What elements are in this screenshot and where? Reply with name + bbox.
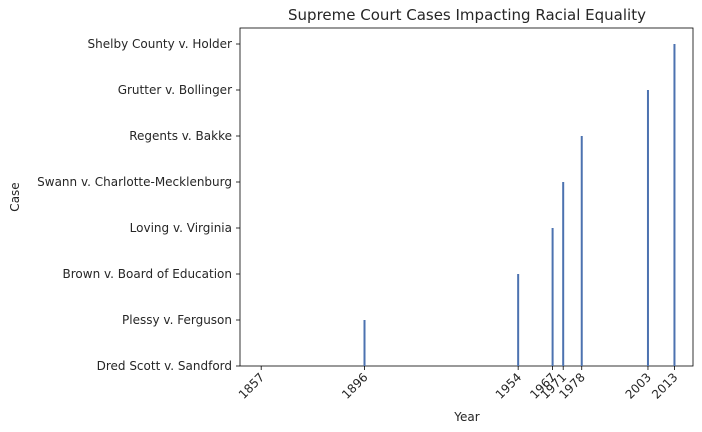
x-tick-label: 1954	[493, 370, 524, 401]
plot-area: Dred Scott v. Sandford Plessy v. Ferguson…	[37, 27, 694, 402]
y-tick-label: Dred Scott v. Sandford	[97, 359, 232, 373]
y-tick-label: Swann v. Charlotte-Mecklenburg	[37, 175, 232, 189]
y-tick-label: Plessy v. Ferguson	[122, 313, 232, 327]
bar	[673, 44, 676, 366]
y-tick-label: Shelby County v. Holder	[88, 37, 233, 51]
axes-frame	[239, 27, 694, 367]
x-axis-label: Year	[453, 410, 479, 424]
bar	[363, 320, 366, 366]
bar	[646, 90, 649, 366]
y-tick-label: Grutter v. Bollinger	[118, 83, 232, 97]
bar	[551, 228, 554, 366]
x-tick-label: 1896	[339, 370, 370, 401]
y-tick-label: Brown v. Board of Education	[63, 267, 232, 281]
bar	[562, 182, 565, 366]
y-axis-label: Case	[8, 182, 22, 211]
bar	[580, 136, 583, 366]
y-tick-label: Loving v. Virginia	[130, 221, 232, 235]
y-tick-label: Regents v. Bakke	[129, 129, 232, 143]
x-tick-label: 2003	[623, 370, 654, 401]
x-tick-label: 2013	[649, 370, 680, 401]
x-tick-label: 1857	[236, 370, 267, 401]
chart-title: Supreme Court Cases Impacting Racial Equ…	[288, 6, 646, 24]
bar	[517, 274, 520, 366]
